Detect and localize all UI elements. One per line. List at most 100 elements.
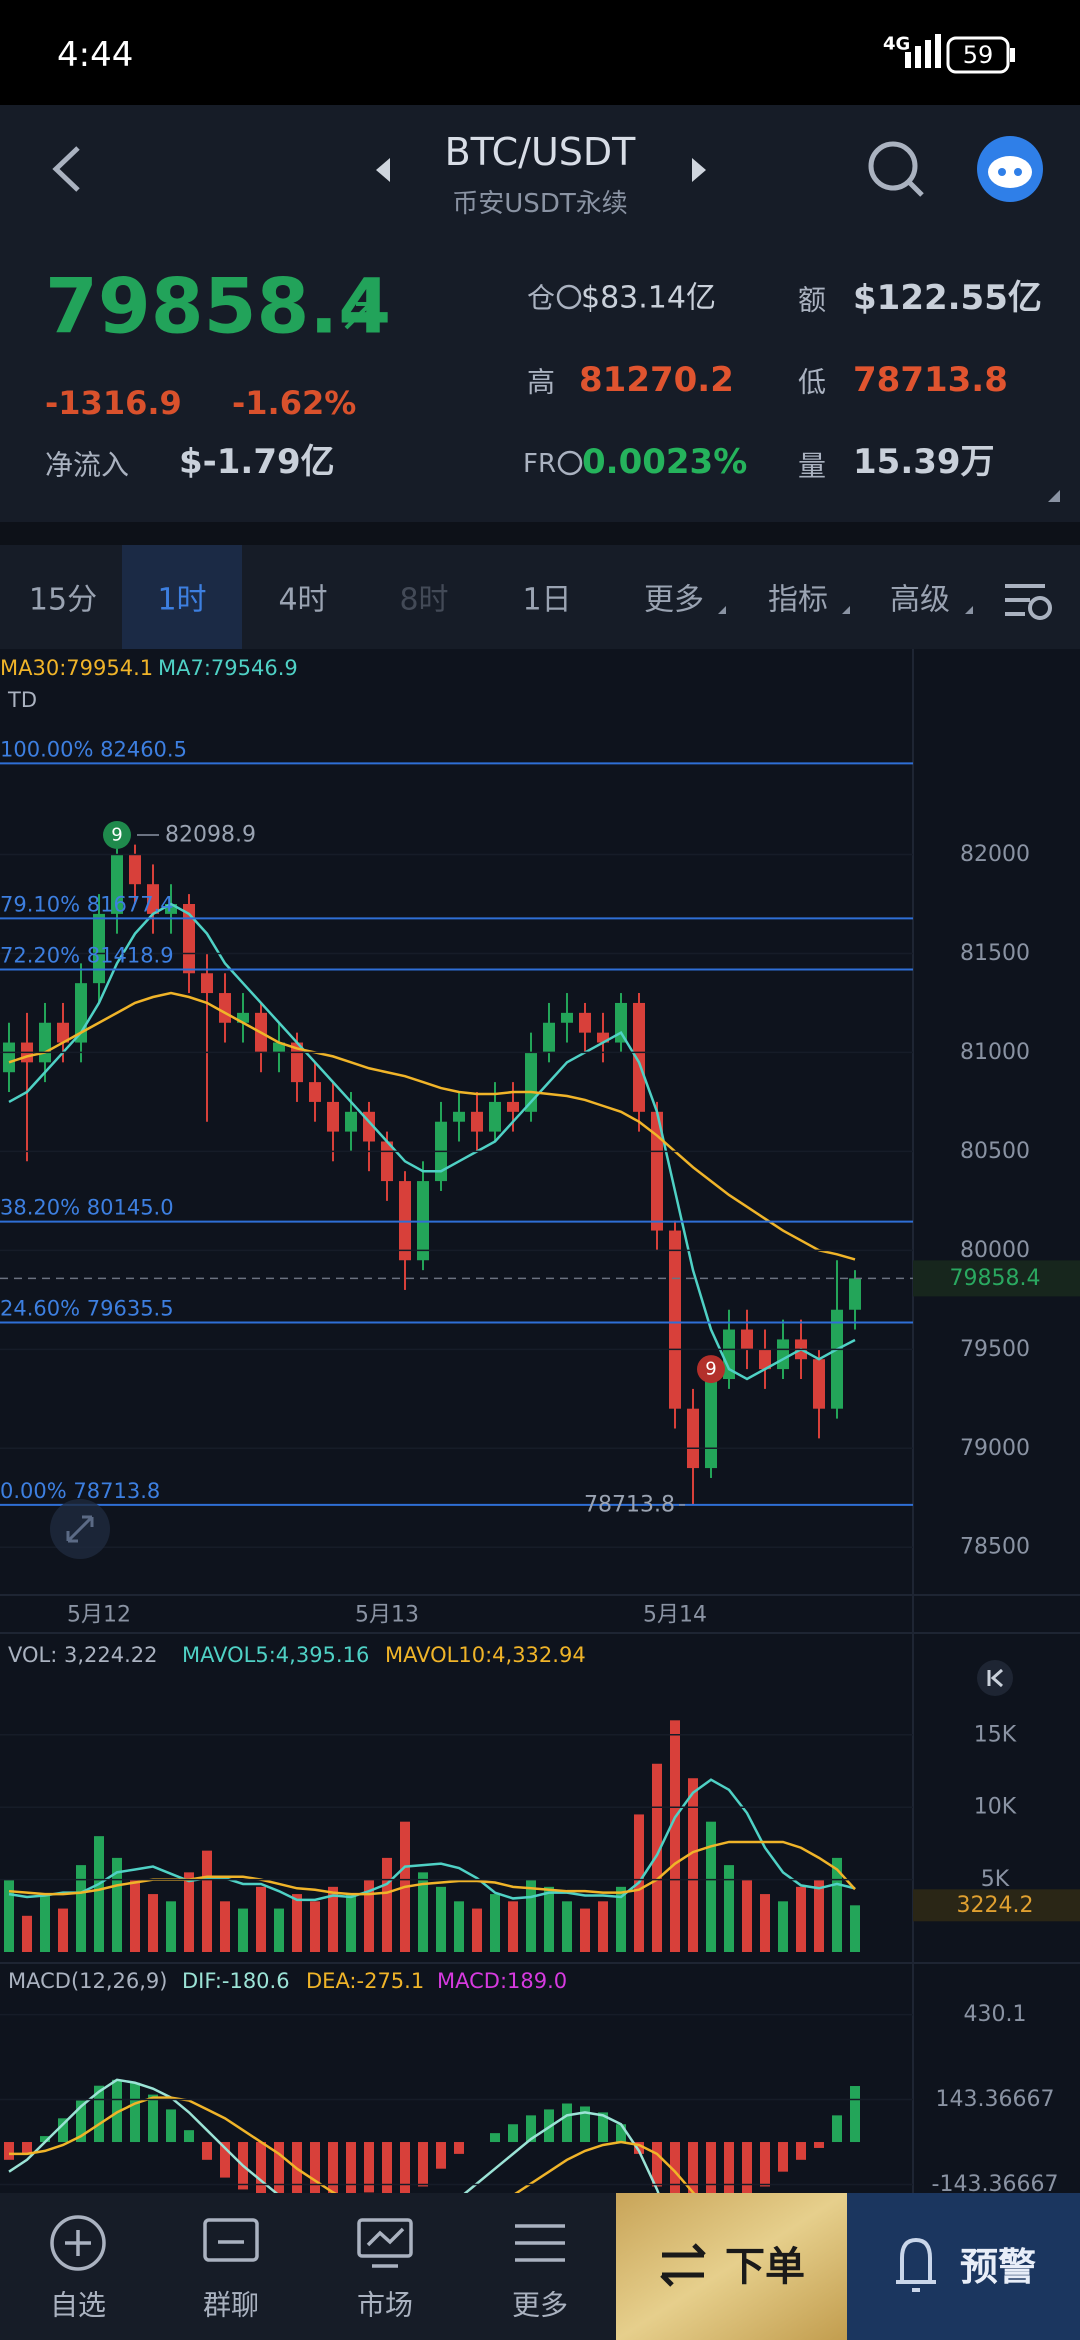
separator: [0, 522, 1080, 545]
nav-label[interactable]: 更多: [512, 2289, 568, 2322]
bar: [184, 2130, 194, 2143]
bar: [526, 1879, 536, 1952]
back-button[interactable]: [52, 146, 80, 192]
bar: [148, 2094, 158, 2143]
status-bar: [0, 0, 1080, 105]
bottom-nav: [0, 2193, 616, 2340]
candle-body: [111, 854, 123, 914]
candle-body: [93, 913, 105, 984]
bar: [616, 1886, 626, 1952]
annotation: 82098.9: [165, 822, 256, 847]
tab[interactable]: 8时: [399, 583, 448, 618]
y-tick-label: 79500: [960, 1337, 1030, 1362]
x-tick-label: 5月14: [643, 1603, 707, 1628]
nav-icon: [515, 2224, 565, 2262]
legend-entry: MACD:189.0: [437, 1969, 567, 1993]
bar: [40, 1894, 50, 1952]
tab[interactable]: 更多: [644, 583, 704, 618]
amount: $122.55亿: [853, 278, 1042, 318]
nav-icon: [357, 2218, 413, 2258]
tab[interactable]: 1日: [522, 583, 571, 618]
tab[interactable]: 4时: [278, 583, 327, 618]
symbol-title[interactable]: BTC/USDT: [445, 130, 637, 174]
y-tick-label: 79000: [960, 1436, 1030, 1461]
amount-label: 额: [798, 284, 826, 317]
help-icon[interactable]: [557, 450, 583, 476]
candle-body: [273, 1042, 285, 1053]
header: [0, 105, 1080, 522]
td-label: 9: [111, 824, 122, 845]
candle-body: [327, 1101, 339, 1132]
candle-body: [579, 1012, 591, 1033]
panel-title: VOL: 3,224.22: [8, 1643, 158, 1667]
legend-entry: MA30:79954.1: [0, 656, 153, 680]
alert-button[interactable]: [847, 2193, 1080, 2340]
legend-entry: MAVOL5:4,395.16: [182, 1643, 369, 1667]
bar: [688, 1778, 698, 1952]
candle-body: [3, 1042, 15, 1073]
panel-title: MACD(12,26,9): [8, 1969, 168, 1993]
fib-label: 100.00% 82460.5: [0, 737, 187, 761]
reset-icon: [987, 1668, 1003, 1688]
order-button[interactable]: [616, 2193, 847, 2340]
y-tick-label: 80500: [960, 1139, 1030, 1164]
candle-body: [669, 1230, 681, 1409]
bar: [760, 1894, 770, 1952]
bar: [112, 2079, 122, 2143]
bar: [796, 1886, 806, 1952]
fr-label: FR: [523, 449, 556, 479]
nav-icon: [65, 2230, 91, 2256]
bar: [562, 2103, 572, 2143]
tab[interactable]: 1时: [157, 583, 206, 618]
candle-body: [165, 903, 177, 914]
low: 78713.8: [853, 360, 1008, 400]
bar: [184, 1872, 194, 1952]
bar: [166, 2109, 176, 2143]
bar: [832, 1857, 842, 1952]
candle-body: [597, 1032, 609, 1043]
corner-mark: [1048, 490, 1060, 502]
bar: [778, 2142, 788, 2172]
bar: [490, 1894, 500, 1952]
next-symbol[interactable]: [692, 158, 706, 182]
prev-symbol[interactable]: [376, 158, 390, 182]
bar: [742, 1879, 752, 1952]
bar: [724, 1865, 734, 1952]
bar: [220, 2142, 230, 2178]
bar: [436, 1886, 446, 1952]
candle-body: [219, 993, 231, 1023]
volume-label: 量: [798, 450, 826, 483]
candle-body: [831, 1309, 843, 1409]
tab[interactable]: 15分: [29, 583, 97, 618]
nav-label[interactable]: 自选: [50, 2289, 106, 2322]
candle-body: [651, 1111, 663, 1231]
candle-body: [633, 1002, 645, 1112]
tab[interactable]: 指标: [768, 583, 828, 618]
bar: [76, 1865, 86, 1952]
bar: [256, 1886, 266, 1952]
bar: [706, 1821, 716, 1952]
avatar-eye: [998, 168, 1006, 176]
candle-body: [723, 1329, 735, 1380]
alert-icon: [896, 2237, 936, 2292]
bar: [850, 2086, 860, 2143]
bar: [76, 2100, 86, 2143]
search[interactable]: [868, 141, 918, 191]
candle-body: [615, 1002, 627, 1043]
bar: [418, 2142, 428, 2187]
x-tick-label: 5月12: [67, 1603, 131, 1628]
battery-level: 59: [963, 41, 994, 69]
candle-body: [39, 1022, 51, 1063]
last-volume-label: 3224.2: [957, 1893, 1034, 1918]
tab[interactable]: 高级: [890, 583, 950, 618]
nav-label[interactable]: 市场: [357, 2289, 413, 2322]
nav-label[interactable]: 群聊: [203, 2289, 259, 2322]
settings-icon[interactable]: [1005, 584, 1052, 620]
help-icon[interactable]: [556, 284, 582, 310]
bar: [4, 1879, 14, 1952]
bar: [850, 1905, 860, 1952]
bar: [202, 2142, 212, 2160]
bar: [274, 1908, 284, 1952]
